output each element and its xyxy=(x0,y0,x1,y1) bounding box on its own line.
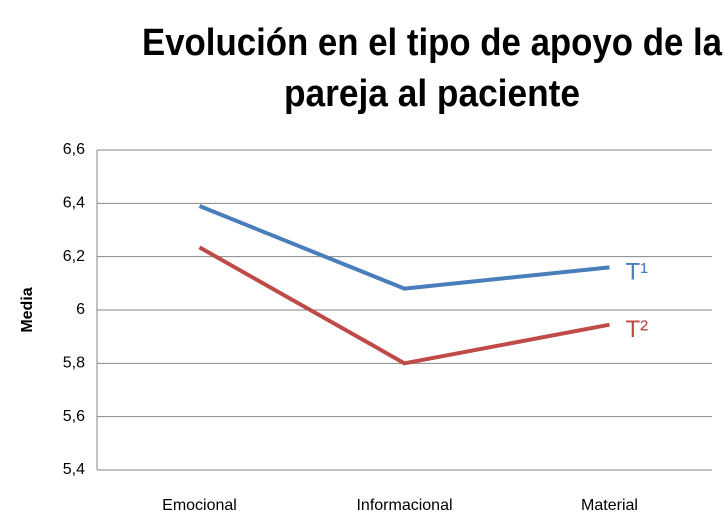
x-tick-label: Emocional xyxy=(162,497,237,514)
x-tick-label: Informacional xyxy=(356,497,452,514)
y-tick-label: 6,4 xyxy=(63,195,85,212)
y-axis-label: Media xyxy=(19,287,36,332)
series-label: T¹ xyxy=(626,259,649,286)
chart-title: Evolución en el tipo de apoyo de la xyxy=(142,22,723,64)
y-tick-label: 6,6 xyxy=(63,141,85,158)
y-tick-label: 5,6 xyxy=(63,408,85,425)
chart-title: pareja al paciente xyxy=(284,73,580,115)
y-tick-label: 5,8 xyxy=(63,355,85,372)
series-line xyxy=(198,245,610,366)
y-tick-label: 5,4 xyxy=(63,461,85,478)
x-tick-label: Material xyxy=(581,497,638,514)
y-tick-label: 6,2 xyxy=(63,248,85,265)
y-tick-label: 6 xyxy=(76,301,85,318)
series-line xyxy=(198,204,610,291)
series-label: T² xyxy=(626,316,649,343)
